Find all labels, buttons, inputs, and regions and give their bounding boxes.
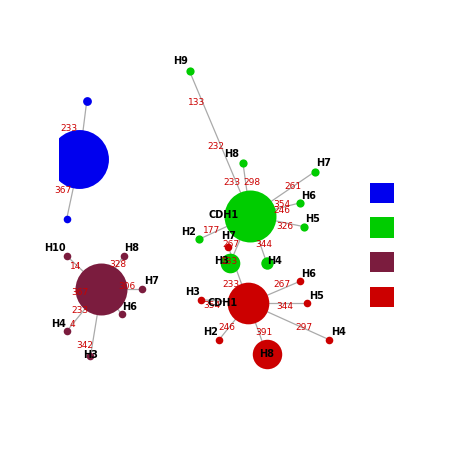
Text: H4: H4 <box>331 328 346 337</box>
Point <box>138 285 146 292</box>
Text: 261: 261 <box>284 182 301 191</box>
Text: H5: H5 <box>309 291 324 301</box>
Text: 354: 354 <box>273 200 290 209</box>
Text: H7: H7 <box>221 231 236 241</box>
Text: 267: 267 <box>223 240 240 249</box>
Point <box>239 159 246 166</box>
Text: 342: 342 <box>76 341 93 350</box>
Point <box>226 259 234 267</box>
Point <box>326 336 333 344</box>
Text: H3: H3 <box>83 350 98 360</box>
Text: 232: 232 <box>207 142 224 151</box>
Text: H9: H9 <box>173 56 188 66</box>
Text: H8: H8 <box>124 244 139 254</box>
Bar <box>370 287 393 307</box>
Text: 298: 298 <box>244 178 261 187</box>
Text: 233: 233 <box>223 281 240 290</box>
Point <box>63 328 70 335</box>
Text: 133: 133 <box>188 98 206 107</box>
Bar <box>370 183 393 203</box>
Text: H2: H2 <box>203 328 219 337</box>
Bar <box>370 218 393 237</box>
Text: H6: H6 <box>301 191 317 201</box>
Text: H2: H2 <box>181 227 196 237</box>
Text: 367: 367 <box>55 186 72 195</box>
Text: H6: H6 <box>301 269 317 279</box>
Text: 246: 246 <box>218 323 235 332</box>
Text: H3: H3 <box>185 287 200 297</box>
Point <box>311 168 319 176</box>
Point <box>296 278 304 285</box>
Text: 4: 4 <box>69 319 75 328</box>
Point <box>215 336 223 344</box>
Text: 233: 233 <box>71 306 88 315</box>
Text: 233: 233 <box>223 178 240 187</box>
Point <box>63 216 70 223</box>
Point <box>300 223 307 230</box>
Text: 133: 133 <box>221 257 239 266</box>
Text: H6: H6 <box>122 302 137 312</box>
Text: 246: 246 <box>273 206 291 215</box>
Point <box>186 68 193 75</box>
Point <box>225 243 232 250</box>
Text: 344: 344 <box>277 302 294 311</box>
Text: H8: H8 <box>224 149 239 159</box>
Text: 233: 233 <box>60 124 77 133</box>
Point <box>197 296 204 303</box>
Text: 326: 326 <box>277 222 294 231</box>
Text: 354: 354 <box>203 301 220 310</box>
Text: H4: H4 <box>267 256 282 266</box>
Bar <box>370 252 393 272</box>
Text: 344: 344 <box>256 240 273 249</box>
Point <box>118 310 126 318</box>
Text: H7: H7 <box>316 158 331 168</box>
Text: 297: 297 <box>295 323 312 332</box>
Text: 328: 328 <box>109 260 127 269</box>
Point <box>76 155 83 163</box>
Point <box>87 352 94 360</box>
Text: H3: H3 <box>215 256 229 266</box>
Text: 306: 306 <box>118 283 136 292</box>
Point <box>303 300 311 307</box>
Point <box>263 259 271 267</box>
Point <box>263 351 271 358</box>
Text: 267: 267 <box>273 281 290 290</box>
Point <box>98 285 105 292</box>
Text: 391: 391 <box>255 328 273 337</box>
Text: H7: H7 <box>144 276 158 286</box>
Text: H8: H8 <box>259 349 274 359</box>
Point <box>120 252 128 260</box>
Text: 177: 177 <box>203 226 220 235</box>
Text: H10: H10 <box>44 244 66 254</box>
Text: 367: 367 <box>71 288 88 297</box>
Point <box>63 252 70 260</box>
Text: H5: H5 <box>305 214 320 224</box>
Point <box>195 236 203 243</box>
Point <box>83 97 91 104</box>
Point <box>245 300 252 307</box>
Text: 14: 14 <box>70 262 82 271</box>
Text: H4: H4 <box>51 319 66 329</box>
Point <box>246 212 254 219</box>
Point <box>296 199 304 207</box>
Text: CDH1: CDH1 <box>208 298 238 308</box>
Text: CDH1: CDH1 <box>209 210 238 220</box>
